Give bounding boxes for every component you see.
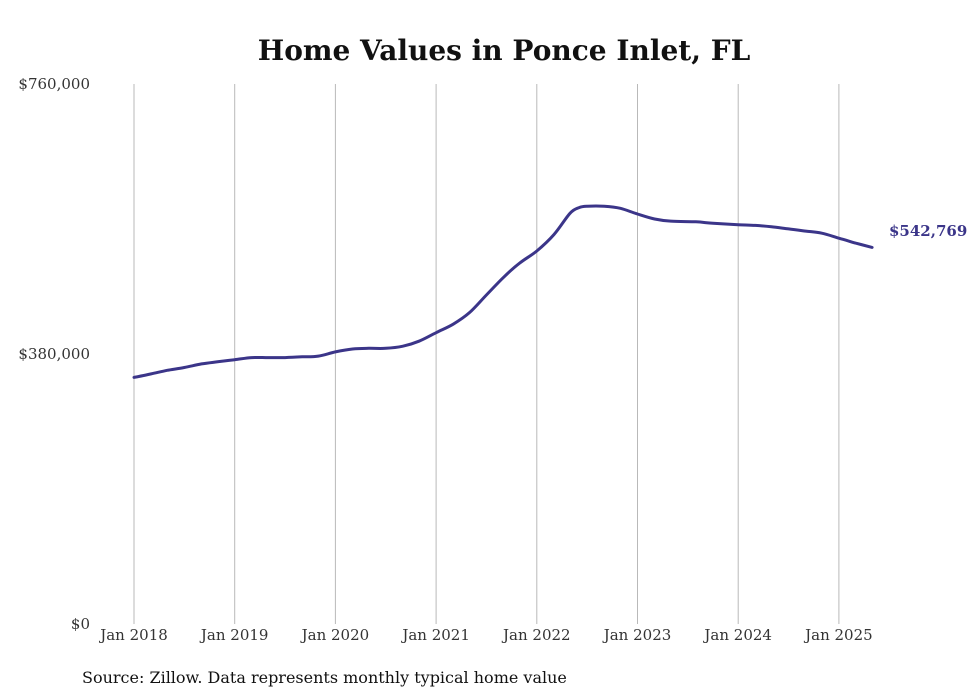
x-tick-label: Jan 2022 xyxy=(501,626,571,644)
x-axis-ticks: Jan 2018 Jan 2019 Jan 2020 Jan 2021 Jan 2022… xyxy=(98,626,872,644)
series-line xyxy=(132,204,874,379)
x-tick-label: Jan 2020 xyxy=(300,626,370,644)
y-tick-label: $380,000 xyxy=(18,345,90,363)
x-tick-label: Jan 2023 xyxy=(602,626,672,644)
y-tick-label: $760,000 xyxy=(18,75,90,93)
y-tick-label: $0 xyxy=(71,615,90,633)
y-axis-ticks: $0 $380,000 $760,000 xyxy=(18,75,90,633)
gridlines xyxy=(133,84,840,624)
last-value-label: $542,769 xyxy=(889,222,967,240)
x-tick-label: Jan 2018 xyxy=(98,626,168,644)
series-layer xyxy=(132,204,874,379)
x-tick-label: Jan 2021 xyxy=(400,626,470,644)
source-note: Source: Zillow. Data represents monthly … xyxy=(82,668,567,687)
chart-title: Home Values in Ponce Inlet, FL xyxy=(258,34,751,67)
x-tick-label: Jan 2025 xyxy=(803,626,873,644)
x-tick-label: Jan 2024 xyxy=(702,626,772,644)
x-tick-label: Jan 2019 xyxy=(199,626,269,644)
